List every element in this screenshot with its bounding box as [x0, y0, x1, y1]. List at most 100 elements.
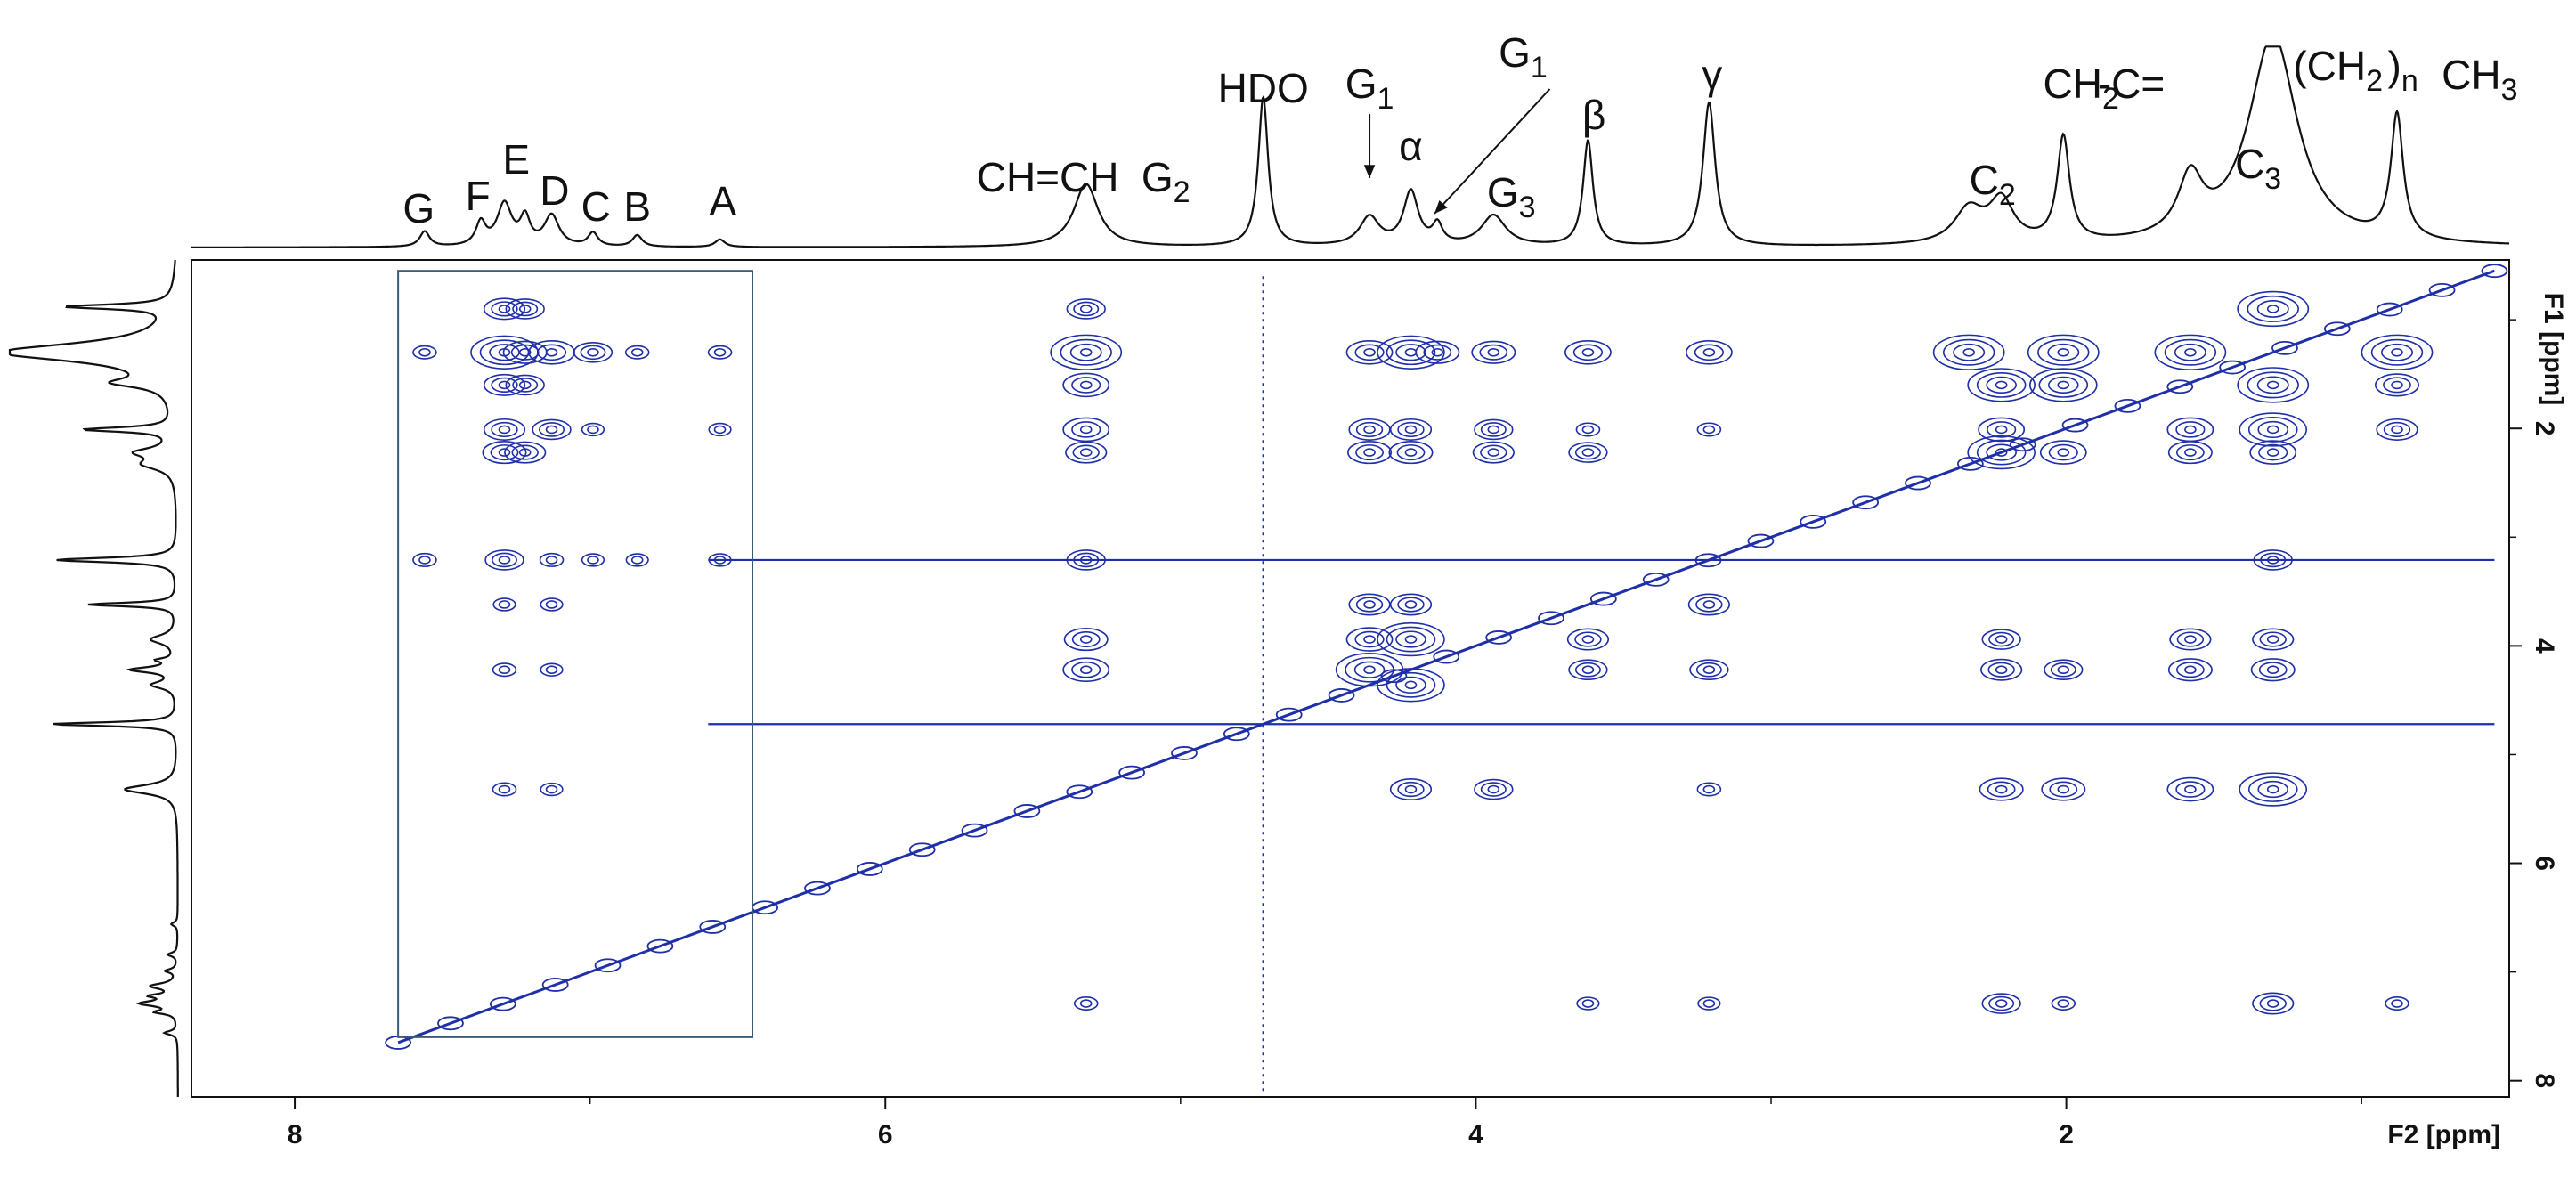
peak-label-text: C: [581, 183, 611, 230]
contour-ring: [2154, 334, 2227, 370]
cross-peak: [2166, 417, 2214, 443]
peak-label: C2: [1970, 157, 2016, 212]
contour-ring: [1347, 440, 1393, 465]
cross-peak: [1568, 442, 1608, 463]
contour-ring: [518, 380, 532, 390]
contour-ring: [2237, 290, 2310, 328]
contour-ring: [707, 345, 733, 360]
peak-label: α: [1399, 123, 1423, 169]
diagonal-peak: [2376, 302, 2403, 317]
cross-peak: [1474, 778, 1514, 800]
x-tick-label: 8: [288, 1120, 303, 1149]
contour-ring: [1073, 552, 1100, 568]
peak-label-text: C: [1970, 157, 1999, 203]
contour-ring: [1995, 635, 2008, 644]
contour-ring: [581, 422, 605, 437]
contour-ring: [713, 347, 727, 357]
contour-ring: [2266, 784, 2279, 794]
contour-ring: [1980, 658, 2023, 681]
contour-ring: [545, 556, 558, 565]
peak-label-text: -C=: [2098, 61, 2165, 107]
cross-peak: [1065, 441, 1108, 464]
contour-ring: [492, 782, 517, 797]
contour-ring: [587, 556, 599, 565]
contour-ring: [2258, 662, 2288, 678]
contour-ring: [540, 782, 564, 797]
contour-ring: [1066, 549, 1106, 571]
contour-ring: [1345, 339, 1394, 365]
cross-peak: [2169, 628, 2212, 651]
diagonal-peak: [1642, 573, 1670, 587]
contour-ring: [1079, 305, 1093, 313]
contour-ring: [2266, 380, 2279, 390]
g1-arrow-b: [1434, 88, 1551, 215]
cross-peak: [2044, 659, 2084, 681]
contour-ring: [2257, 780, 2289, 799]
cross-peak: [1696, 782, 1722, 797]
cross-peak: [1566, 628, 1610, 651]
contour-ring: [2184, 665, 2197, 675]
x-tick-label: 6: [878, 1120, 893, 1149]
peak-label: γ: [1702, 52, 1722, 98]
cross-peak: [1471, 340, 1516, 364]
contour-ring: [2258, 443, 2288, 461]
contour-ring: [2383, 377, 2411, 394]
cross-peak: [2051, 996, 2076, 1011]
cross-peak: [483, 297, 526, 321]
contour-ring: [1574, 444, 1601, 460]
contour-ring: [510, 344, 540, 361]
cross-peak: [483, 418, 526, 441]
contour-ring: [2057, 448, 2070, 457]
diagonal-peak: [2061, 418, 2089, 433]
contour-ring: [1354, 630, 1385, 648]
contour-ring: [624, 345, 650, 360]
contour-ring: [1995, 380, 2008, 390]
cross-peak: [492, 782, 517, 797]
cross-peak: [1687, 593, 1730, 616]
contour-ring: [713, 556, 727, 565]
contour-ring: [2385, 996, 2409, 1011]
contour-ring: [1995, 999, 2008, 1008]
cross-peak: [482, 440, 527, 465]
contour-ring: [412, 552, 437, 567]
contour-ring: [1976, 439, 2027, 466]
contour-ring: [489, 344, 520, 361]
cross-peak: [573, 341, 614, 363]
contour-ring: [1363, 600, 1376, 609]
contour-ring: [498, 448, 511, 457]
diagonal-peak: [2271, 340, 2298, 355]
contour-ring: [498, 600, 511, 609]
contour-ring: [1071, 421, 1101, 438]
contour-ring: [418, 347, 431, 357]
cross-peak: [2041, 777, 2086, 801]
contour-ring: [1487, 448, 1500, 457]
cross-peak: [1389, 593, 1433, 616]
y-tick-label: 2: [2530, 421, 2559, 436]
contour-ring: [2252, 628, 2295, 651]
cross-peak: [412, 552, 437, 567]
contour-ring: [1355, 421, 1384, 438]
peak-label: CH3: [2442, 52, 2517, 107]
contour-ring: [418, 556, 431, 565]
cross-peak: [2253, 549, 2293, 571]
diagonal-peak: [1589, 591, 1617, 606]
contour-ring: [2247, 776, 2298, 802]
cross-peak: [2239, 772, 2308, 807]
contour-ring: [2266, 635, 2279, 644]
contour-ring: [1062, 372, 1110, 398]
cross-peak: [1050, 334, 1123, 370]
contour-ring: [1431, 347, 1444, 357]
aromatic-region-box: [397, 270, 754, 1038]
cross-peak: [1979, 777, 2024, 801]
x-tick-label: 2: [2059, 1120, 2074, 1149]
diagonal-peak: [1171, 746, 1198, 760]
peak-label-text: G: [1487, 169, 1519, 215]
peak-label: )n: [2388, 43, 2418, 98]
peak-label: (CH2: [2293, 43, 2383, 98]
contour-ring: [1335, 653, 1404, 687]
cross-peak: [2167, 658, 2213, 682]
cross-peak: [1348, 418, 1391, 441]
contour-ring: [1345, 656, 1394, 683]
cross-peak: [1377, 621, 1445, 657]
